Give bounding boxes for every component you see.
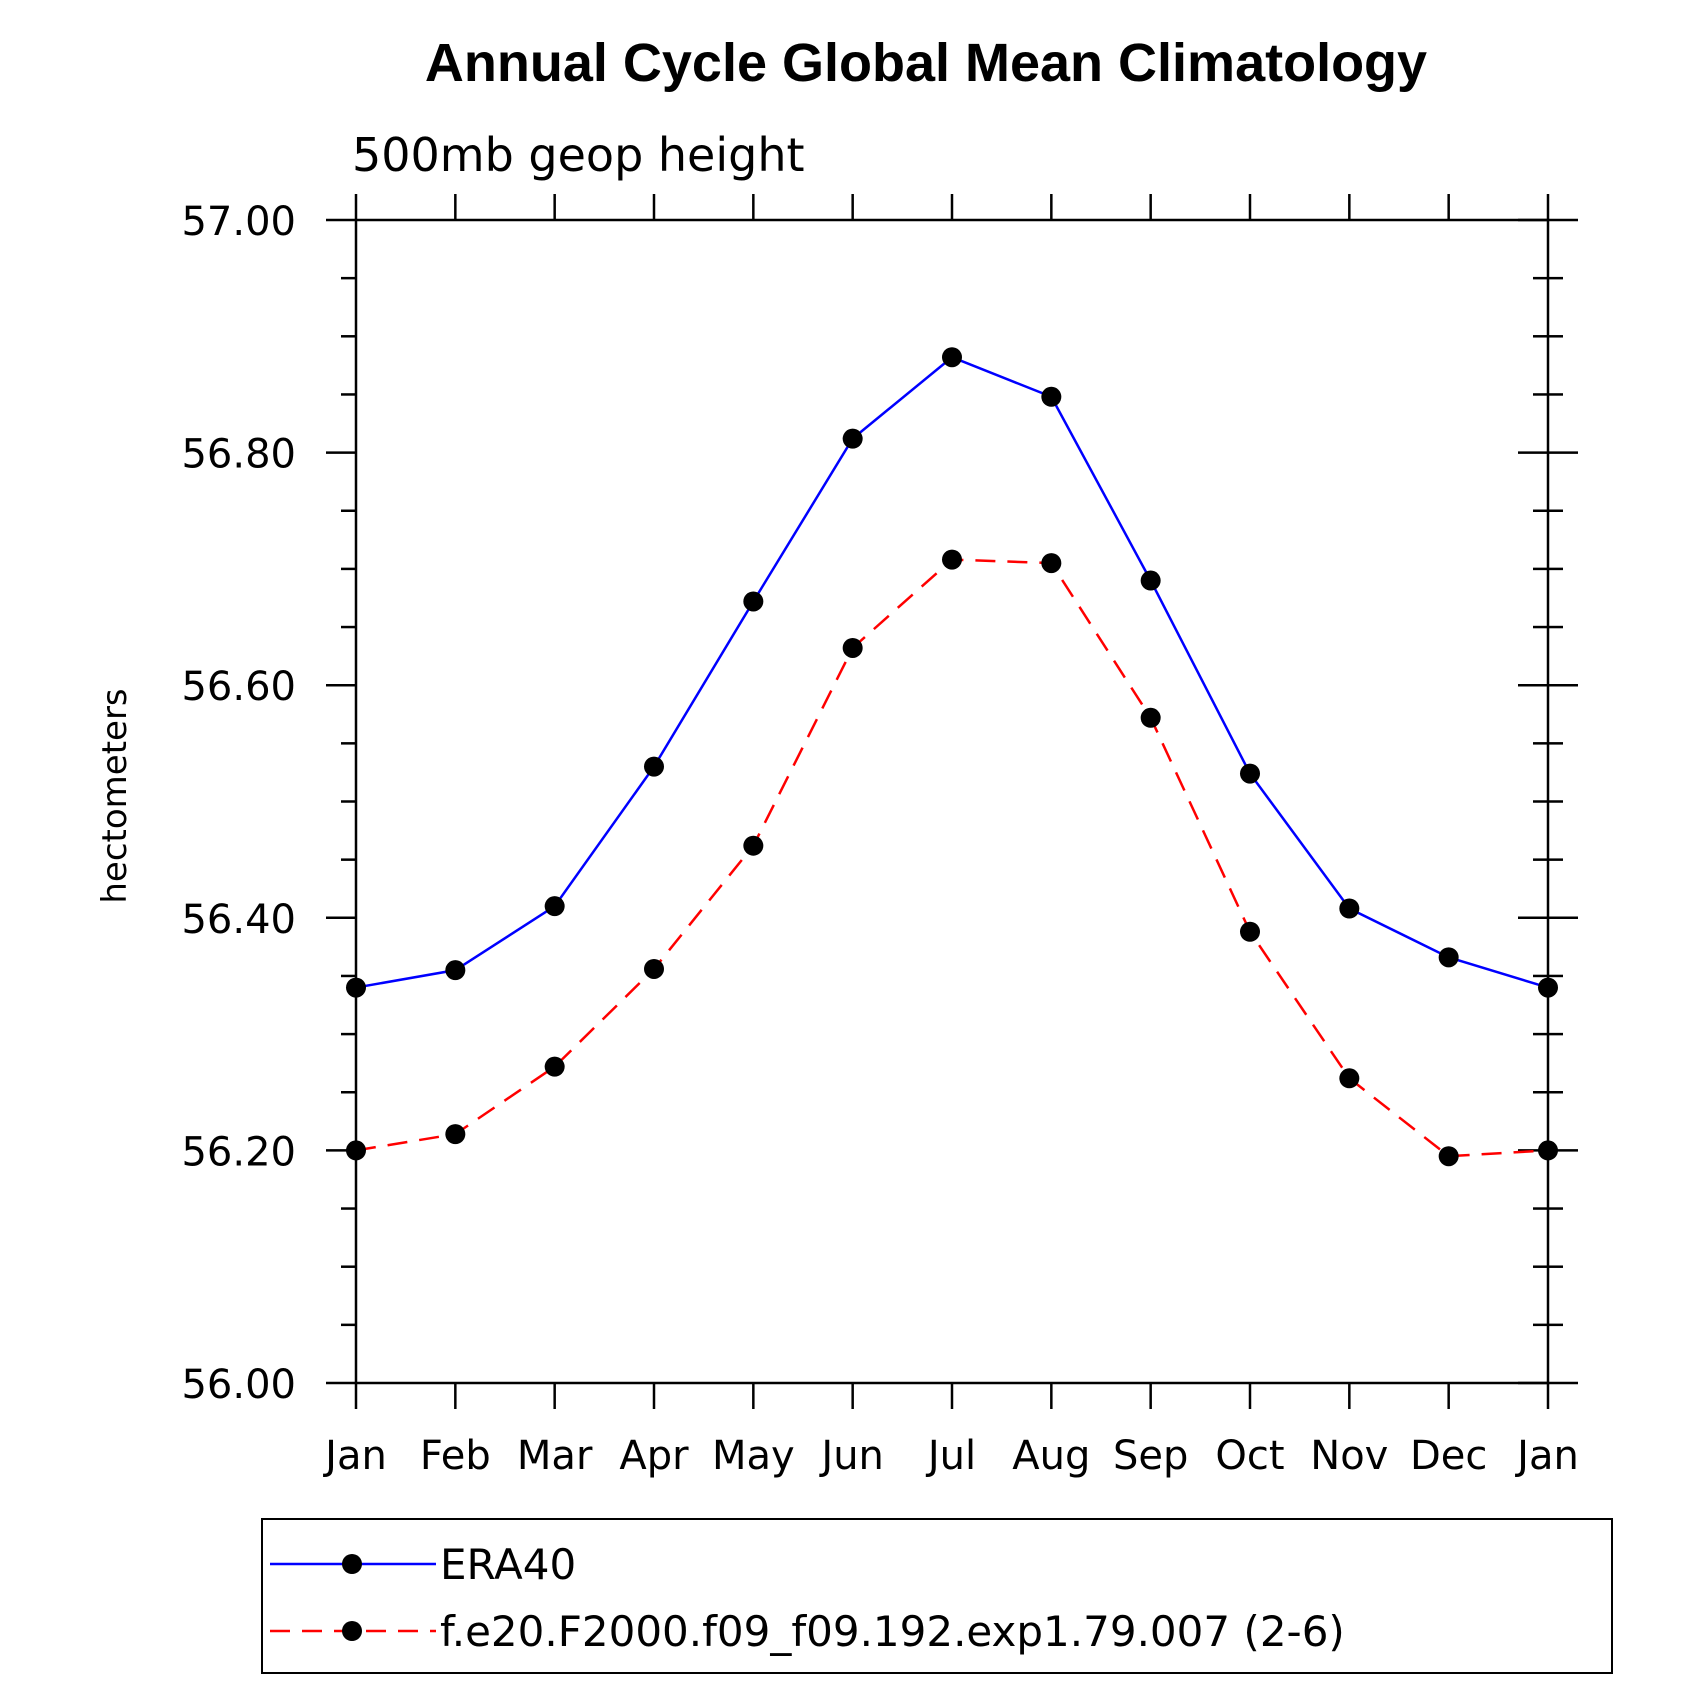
series-1-marker xyxy=(346,977,366,998)
x-tick-label: Jul xyxy=(925,1433,976,1479)
series-2-marker xyxy=(942,549,962,570)
series-2-marker xyxy=(544,1056,565,1077)
series-1-marker xyxy=(1041,386,1062,407)
x-tick-label: Mar xyxy=(517,1433,593,1479)
series-2-marker xyxy=(1240,921,1260,942)
series-2-marker xyxy=(1538,1140,1558,1161)
series-2-marker xyxy=(743,835,764,856)
y-tick-label: 56.00 xyxy=(181,1362,296,1408)
x-tick-label: Feb xyxy=(420,1433,491,1479)
axes: Jan Feb Mar Apr May Jun Jul Aug Sep Oct Nov Dec Jan 5… xyxy=(181,194,1579,1479)
x-tick-label: Sep xyxy=(1113,1433,1188,1479)
series-1-marker xyxy=(644,756,664,777)
series-1-marker xyxy=(842,428,863,449)
legend-box xyxy=(261,1518,1613,1674)
series-1-marker xyxy=(445,960,466,981)
x-tick-label: Oct xyxy=(1215,1433,1284,1479)
series-group xyxy=(346,347,1558,1167)
chart-subtitle: 500mb geop height xyxy=(352,128,805,182)
y-tick-label: 56.60 xyxy=(181,664,296,710)
legend-marker-2 xyxy=(342,1621,362,1641)
y-axis-label: hectometers xyxy=(95,688,135,903)
y-tick-label: 56.80 xyxy=(181,432,296,478)
chart-title: Annual Cycle Global Mean Climatology xyxy=(425,33,1427,93)
series-1-marker xyxy=(1438,947,1459,968)
legend-label-2: f.e20.F2000.f09_f09.192.exp1.79.007 (2-6… xyxy=(440,1607,1345,1656)
x-tick-label: Nov xyxy=(1310,1433,1388,1479)
series-2-marker xyxy=(644,958,664,979)
x-tick-label: Aug xyxy=(1012,1433,1090,1479)
series-2-marker xyxy=(842,637,863,658)
series-2-marker xyxy=(1041,553,1062,574)
series-line-1 xyxy=(355,355,1549,989)
x-tick-label: Jan xyxy=(1514,1433,1579,1479)
plot-frame xyxy=(354,218,1550,1385)
series-2-marker xyxy=(1140,707,1161,728)
series-1-marker xyxy=(1339,898,1360,919)
x-tick-label: Dec xyxy=(1410,1433,1487,1479)
x-tick-label: May xyxy=(712,1433,795,1479)
series-1-marker xyxy=(743,591,764,612)
series-2-marker xyxy=(1438,1146,1459,1167)
series-1-marker xyxy=(1140,570,1161,591)
x-tick-label: Apr xyxy=(619,1433,689,1479)
series-2-marker xyxy=(346,1140,366,1161)
legend-marker-1 xyxy=(342,1554,362,1574)
series-1-marker xyxy=(942,347,962,368)
series-2-marker xyxy=(445,1124,466,1145)
legend-label-1: ERA40 xyxy=(440,1540,576,1589)
y-tick-label: 56.40 xyxy=(181,897,296,943)
y-tick-label: 56.20 xyxy=(181,1129,296,1175)
x-tick-label: Jun xyxy=(818,1433,884,1479)
y-tick-label: 57.00 xyxy=(181,199,296,245)
series-1-marker xyxy=(544,896,565,917)
legend: ERA40 f.e20.F2000.f09_f09.192.exp1.79.007… xyxy=(261,1518,1613,1674)
series-1-marker xyxy=(1240,763,1260,784)
x-tick-label: Jan xyxy=(322,1433,387,1479)
series-2-marker xyxy=(1339,1068,1360,1089)
series-1-marker xyxy=(1538,977,1558,998)
series-line-2 xyxy=(355,558,1549,1158)
